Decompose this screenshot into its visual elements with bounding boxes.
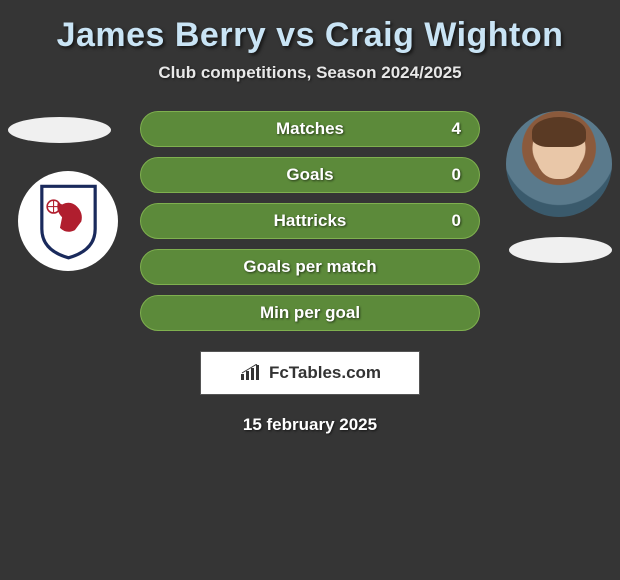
stat-row-matches: Matches 4: [140, 111, 480, 147]
stat-label: Goals per match: [243, 257, 376, 277]
stat-label: Matches: [276, 119, 344, 139]
stat-right-value: 4: [452, 119, 461, 139]
chart-icon: [239, 364, 263, 382]
stat-right-value: 0: [452, 165, 461, 185]
stat-label: Hattricks: [274, 211, 347, 231]
player-left-placeholder-ellipse: [8, 117, 111, 143]
player-right-column: [492, 111, 612, 263]
branding-text: FcTables.com: [269, 363, 381, 383]
shield-icon: [36, 181, 101, 261]
comparison-content: Matches 4 Goals 0 Hattricks 0 Goals per …: [0, 111, 620, 435]
stat-right-value: 0: [452, 211, 461, 231]
branding-box: FcTables.com: [200, 351, 420, 395]
page-title: James Berry vs Craig Wighton: [0, 0, 620, 63]
stat-row-goals-per-match: Goals per match: [140, 249, 480, 285]
player-left-club-crest: [18, 171, 118, 271]
stat-row-hattricks: Hattricks 0: [140, 203, 480, 239]
stat-label: Min per goal: [260, 303, 360, 323]
player-right-placeholder-ellipse: [509, 237, 612, 263]
player-right-avatar: [506, 111, 612, 217]
date-text: 15 february 2025: [0, 415, 620, 435]
stat-row-goals: Goals 0: [140, 157, 480, 193]
subtitle: Club competitions, Season 2024/2025: [0, 63, 620, 111]
stat-label: Goals: [286, 165, 333, 185]
player-left-column: [8, 111, 128, 271]
stat-row-min-per-goal: Min per goal: [140, 295, 480, 331]
stats-list: Matches 4 Goals 0 Hattricks 0 Goals per …: [140, 111, 480, 331]
